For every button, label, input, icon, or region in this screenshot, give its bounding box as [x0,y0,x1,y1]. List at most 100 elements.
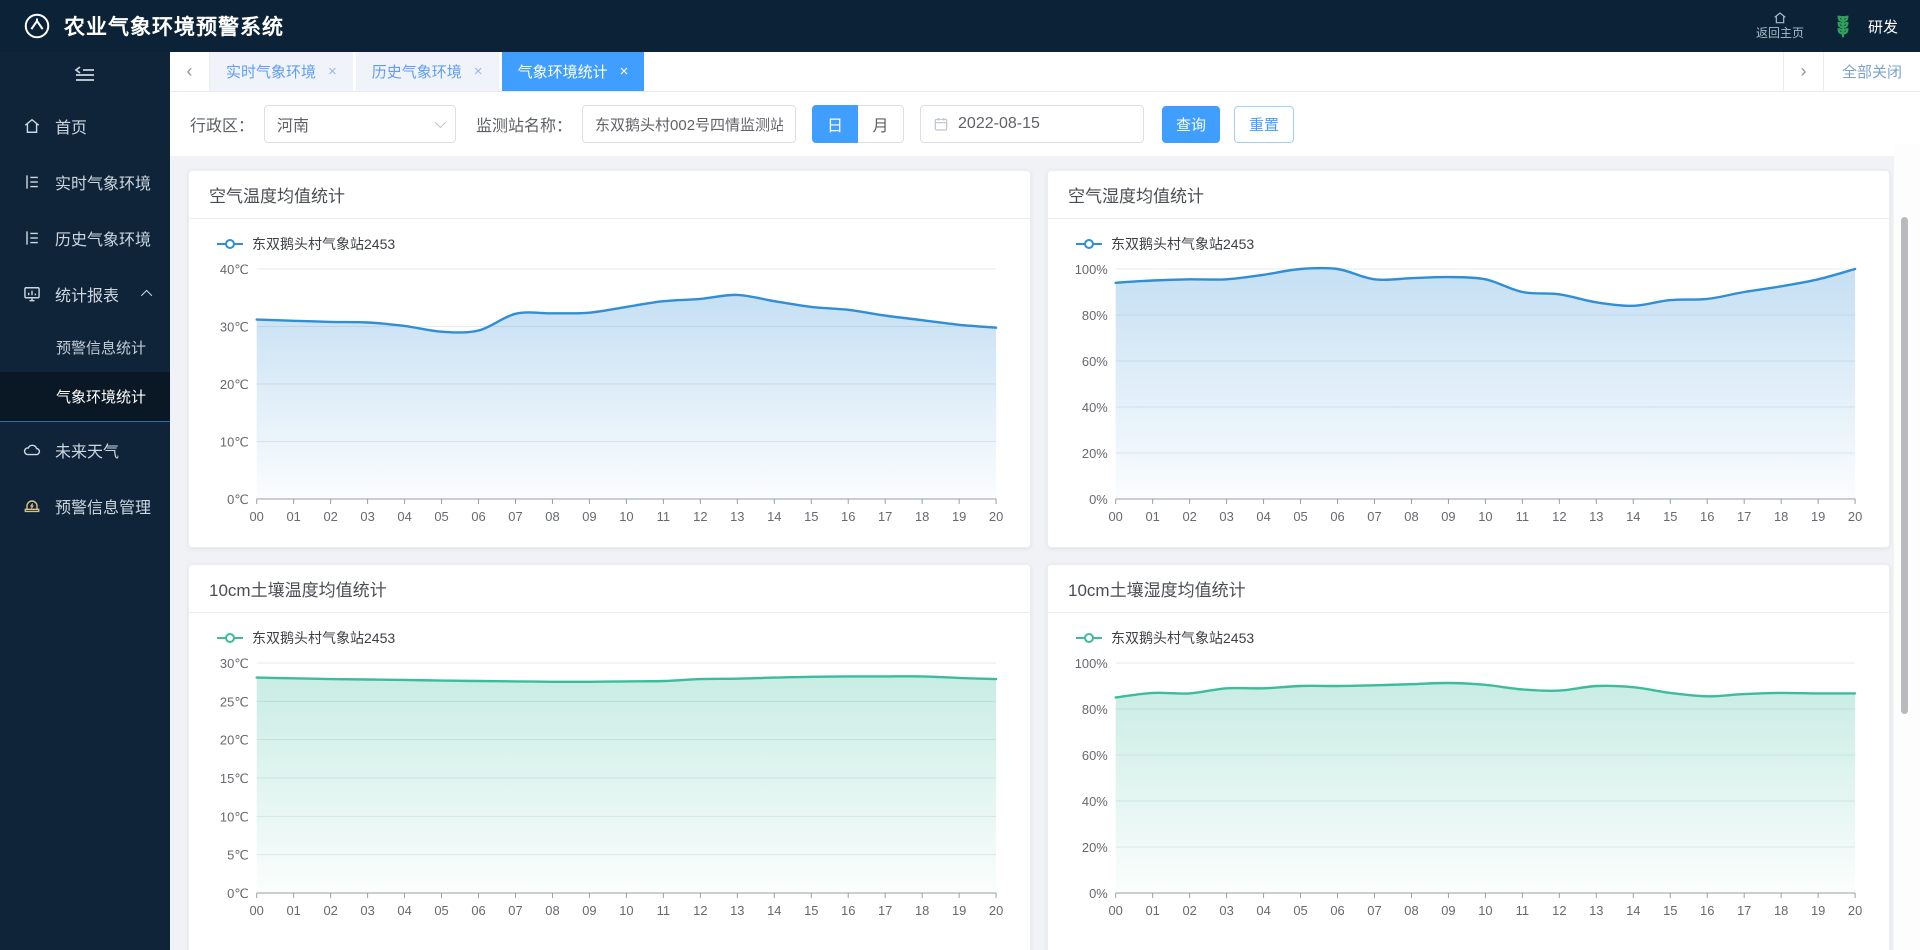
chart-legend[interactable]: 东双鹅头村气象站2453 [1066,623,1871,653]
tab-realtime-weather[interactable]: 实时气象环境 × [210,52,353,91]
sidebar-subitem-weather-statistics[interactable]: 气象环境统计 [0,372,170,422]
svg-text:05: 05 [434,903,448,918]
svg-text:11: 11 [1516,509,1529,524]
period-toggle: 日 月 [812,105,905,143]
tab-label: 历史气象环境 [371,64,462,81]
svg-text:13: 13 [730,509,744,524]
svg-text:15: 15 [804,903,818,918]
svg-text:14: 14 [1626,903,1640,918]
svg-text:11: 11 [657,903,670,918]
card-body: 东双鹅头村气象站2453 0℃ 10℃ 20℃ 30℃ 40℃ 00 01 02 03 04 05 0… [189,219,1030,531]
svg-text:04: 04 [1256,509,1270,524]
air-temperature-line-chart: 0℃ 10℃ 20℃ 30℃ 40℃ 00 01 02 03 04 05 06 07 08 09 10 11 12… [220,262,1003,524]
svg-text:18: 18 [915,509,929,524]
close-icon[interactable]: × [619,63,629,80]
air-humidity-chart-card: 空气湿度均值统计 东双鹅头村气象站2453 0% 20% 40% 60% 80% 100%… [1047,170,1890,548]
scrollbar-track [1894,144,1920,950]
svg-text:06: 06 [471,509,485,524]
legend-marker-icon [1076,632,1102,644]
svg-text:5℃: 5℃ [227,848,249,863]
legend-marker-icon [1076,238,1102,250]
sidebar-item-statistics-reports[interactable]: 统计报表 [0,266,170,322]
svg-text:17: 17 [878,903,892,918]
soil-temperature-chart-card: 10cm土壤温度均值统计 东双鹅头村气象站2453 0℃ 5℃ 10℃ 15℃ 20℃ 2… [188,564,1031,950]
svg-text:100%: 100% [1075,262,1108,277]
svg-text:02: 02 [323,509,337,524]
svg-text:03: 03 [1219,509,1233,524]
tab-weather-statistics[interactable]: 气象环境统计 × [501,52,645,91]
period-month-button[interactable]: 月 [858,105,905,143]
svg-text:80%: 80% [1082,702,1108,717]
scrollbar-thumb[interactable] [1901,217,1908,714]
svg-text:07: 07 [508,903,522,918]
svg-text:15℃: 15℃ [220,771,249,786]
svg-text:06: 06 [1330,903,1344,918]
legend-label: 东双鹅头村气象站2453 [252,236,396,252]
sidebar-item-history-weather[interactable]: 历史气象环境 [0,210,170,266]
tabs-scroll-left-button[interactable]: ‹ [170,52,210,91]
tabs-scroll-right-button[interactable]: › [1782,52,1823,91]
chart-legend[interactable]: 东双鹅头村气象站2453 [207,623,1012,653]
legend-label: 东双鹅头村气象站2453 [252,630,396,646]
svg-text:09: 09 [1441,903,1455,918]
svg-text:100%: 100% [1075,656,1108,671]
app-header: 农业气象环境预警系统 返回主页 研发 [0,0,1920,52]
chart-legend[interactable]: 东双鹅头村气象站2453 [1066,229,1871,259]
station-name-input[interactable] [582,105,797,143]
svg-text:13: 13 [730,903,744,918]
svg-text:0℃: 0℃ [227,886,249,901]
svg-text:10℃: 10℃ [220,809,249,824]
filter-bar: 行政区： 河南 监测站名称： 日 月 2022-08-15 查询 重置 [170,92,1920,156]
sidebar-collapse-button[interactable] [0,52,170,98]
svg-text:20℃: 20℃ [220,733,249,748]
air-temperature-chart-card: 空气温度均值统计 东双鹅头村气象站2453 0℃ 10℃ 20℃ 30℃ 40℃ 00 01… [188,170,1031,548]
svg-text:30℃: 30℃ [220,656,249,671]
reset-button[interactable]: 重置 [1234,105,1295,143]
close-all-tabs-button[interactable]: 全部关闭 [1822,52,1920,91]
query-button[interactable]: 查询 [1162,105,1221,143]
svg-text:15: 15 [1663,903,1677,918]
card-title: 空气湿度均值统计 [1048,171,1889,219]
card-title: 空气温度均值统计 [189,171,1030,219]
alarm-siren-icon [24,500,40,513]
svg-text:05: 05 [1293,903,1307,918]
sidebar-item-home[interactable]: 首页 [0,98,170,154]
svg-text:03: 03 [360,509,374,524]
svg-text:19: 19 [952,903,966,918]
svg-text:06: 06 [471,903,485,918]
sidebar-item-future-weather[interactable]: 未来天气 [0,422,170,478]
svg-text:14: 14 [1626,509,1640,524]
sidebar-item-warning-management[interactable]: 预警信息管理 [0,478,170,534]
legend-label: 东双鹅头村气象站2453 [1111,630,1255,646]
close-icon[interactable]: × [473,63,483,80]
region-label: 行政区： [190,118,255,135]
sidebar-item-realtime-weather[interactable]: 实时气象环境 [0,154,170,210]
sidebar-subitem-warning-statistics[interactable]: 预警信息统计 [0,322,170,372]
svg-text:30℃: 30℃ [220,319,249,334]
svg-text:05: 05 [1293,509,1307,524]
soil-temperature-line-chart: 0℃ 5℃ 10℃ 15℃ 20℃ 25℃ 30℃ 00 01 02 03 04 05 06 07 08 09 1… [220,656,1003,918]
card-title: 10cm土壤湿度均值统计 [1048,565,1889,613]
svg-text:11: 11 [657,509,670,524]
soil-humidity-line-chart: 0% 20% 40% 60% 80% 100% 00 01 02 03 04 05 06 07 08 09 10… [1075,656,1863,918]
brand: 农业气象环境预警系统 [22,11,284,41]
tab-history-weather[interactable]: 历史气象环境 × [355,52,499,91]
tab-label: 实时气象环境 [226,64,317,81]
chart-legend[interactable]: 东双鹅头村气象站2453 [207,229,1012,259]
sidebar-item-label: 统计报表 [55,288,120,305]
region-select[interactable]: 河南 [264,105,457,143]
tab-label: 气象环境统计 [517,64,608,81]
station-label: 监测站名称： [476,118,573,135]
date-picker[interactable]: 2022-08-15 [920,105,1145,143]
close-icon[interactable]: × [328,63,337,80]
svg-text:20℃: 20℃ [220,377,249,392]
svg-text:02: 02 [1182,509,1196,524]
user-block[interactable]: 研发 [1828,11,1898,41]
svg-text:00: 00 [250,903,264,918]
svg-text:00: 00 [1109,903,1123,918]
svg-text:03: 03 [360,903,374,918]
back-home-link[interactable]: 返回主页 [1756,10,1804,42]
svg-text:15: 15 [1663,509,1677,524]
period-day-button[interactable]: 日 [812,105,859,143]
sidebar-item-label: 历史气象环境 [55,232,152,249]
